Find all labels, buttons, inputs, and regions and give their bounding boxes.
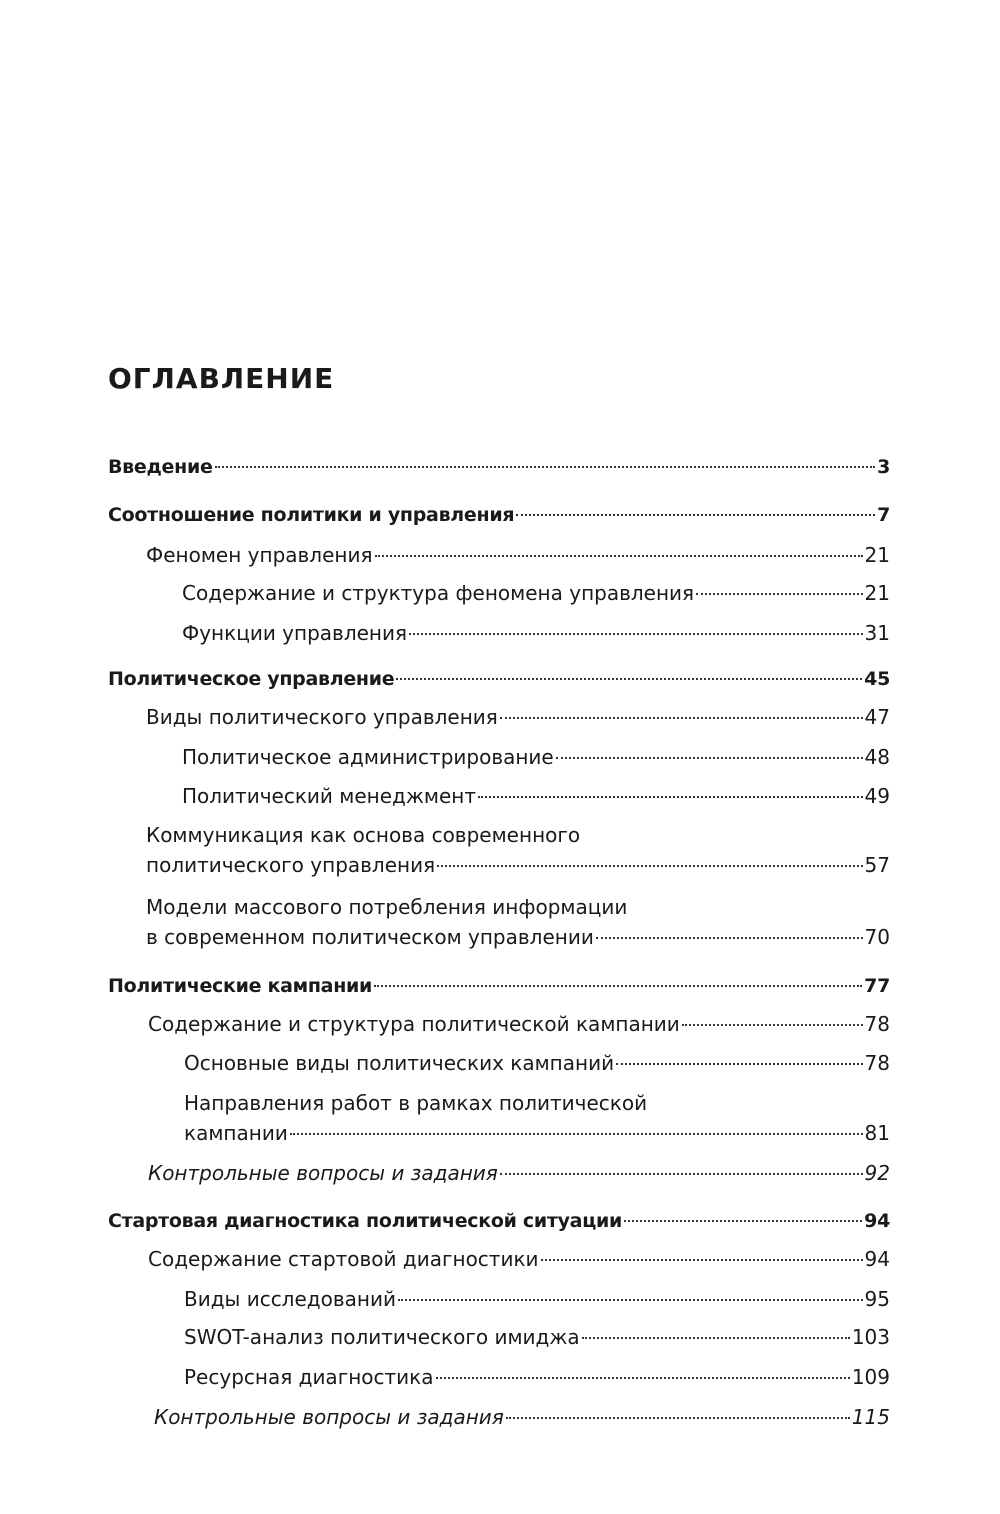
toc-entry-text: политического управления — [146, 853, 436, 877]
toc-entry-text: Основные виды политических кампаний — [184, 1051, 615, 1075]
toc-page-number: 47 — [864, 705, 890, 729]
toc-entry-text: Политический менеджмент — [182, 784, 476, 808]
toc-entry-text-line1: Коммуникация как основа современного — [146, 823, 581, 847]
dot-leader — [540, 1259, 863, 1261]
toc-entry[interactable]: Содержание и структура феномена управлен… — [182, 578, 890, 608]
toc-entry[interactable]: Виды политического управления 47 — [146, 702, 890, 732]
dot-leader — [289, 1133, 863, 1135]
toc-entry-text: Политическое управление — [108, 668, 395, 690]
toc-entry-text: SWOT-анализ политического имиджа — [184, 1325, 580, 1349]
dot-leader — [581, 1337, 850, 1339]
toc-page-number: 92 — [864, 1161, 890, 1185]
toc-entry[interactable]: Содержание и структура политической камп… — [148, 1009, 890, 1039]
dot-leader — [396, 678, 863, 680]
toc-page-number: 81 — [864, 1121, 890, 1145]
toc-entry[interactable]: Политический менеджмент 49 — [182, 781, 890, 811]
toc-entry-text: Политическое администрирование — [182, 745, 554, 769]
toc-entry[interactable]: Функции управления 31 — [182, 618, 890, 648]
toc-entry-text: Функции управления — [182, 621, 408, 645]
toc-page-number: 57 — [864, 853, 890, 877]
dot-leader — [505, 1417, 850, 1419]
toc-page-number: 103 — [851, 1325, 890, 1349]
toc-entry[interactable]: Стартовая диагностика политической ситуа… — [108, 1206, 890, 1236]
toc-entry[interactable]: Введение 3 — [108, 452, 890, 482]
toc-entry[interactable]: Политическое управление 45 — [108, 664, 890, 694]
dot-leader — [499, 717, 863, 719]
dot-leader — [374, 555, 863, 557]
toc-entry[interactable]: Направления работ в рамках политической к… — [184, 1088, 890, 1148]
toc-entry-text: в современном политическом управлении — [146, 925, 594, 949]
toc-page-number: 48 — [864, 745, 890, 769]
toc-entry[interactable]: Ресурсная диагностика 109 — [184, 1362, 890, 1392]
toc-page-number: 21 — [864, 543, 890, 567]
toc-page-number: 31 — [864, 621, 890, 645]
toc-entry-text: Стартовая диагностика политической ситуа… — [108, 1210, 623, 1232]
toc-entry[interactable]: Политическое администрирование 48 — [182, 742, 890, 772]
toc-entry-text: Виды политического управления — [146, 705, 498, 729]
toc-entry-text: Феномен управления — [146, 543, 373, 567]
dot-leader — [214, 466, 876, 468]
toc-entry[interactable]: Виды исследований 95 — [184, 1284, 890, 1314]
toc-entry-text: Содержание стартовой диагностики — [148, 1247, 539, 1271]
toc-page-number: 94 — [864, 1247, 890, 1271]
toc-entry[interactable]: Феномен управления 21 — [146, 540, 890, 570]
toc-entry[interactable]: Контрольные вопросы и задания 92 — [148, 1158, 890, 1188]
toc-page-number: 109 — [851, 1365, 890, 1389]
dot-leader — [437, 865, 863, 867]
dot-leader — [555, 757, 863, 759]
toc-entry-text: Контрольные вопросы и задания — [154, 1405, 504, 1429]
dot-leader — [516, 514, 876, 516]
toc-entry-text: кампании — [184, 1121, 288, 1145]
toc-entry-text: Введение — [108, 456, 213, 478]
toc-page-number: 3 — [877, 456, 890, 478]
dot-leader — [435, 1377, 850, 1379]
toc-entry-text: Политические кампании — [108, 975, 373, 997]
toc-page-number: 49 — [864, 784, 890, 808]
toc-page-number: 95 — [864, 1287, 890, 1311]
toc-page-number: 45 — [864, 668, 890, 690]
toc-page-number: 115 — [851, 1405, 890, 1429]
dot-leader — [624, 1220, 863, 1222]
toc-page-number: 21 — [864, 581, 890, 605]
toc-entry-text: Контрольные вопросы и задания — [148, 1161, 498, 1185]
toc-entry[interactable]: SWOT-анализ политического имиджа 103 — [184, 1322, 890, 1352]
dot-leader — [616, 1063, 863, 1065]
toc-page-number: 78 — [864, 1051, 890, 1075]
toc-entry-text-line1: Модели массового потребления информации — [146, 895, 628, 919]
toc-entry-text: Виды исследований — [184, 1287, 396, 1311]
toc-entry[interactable]: Соотношение политики и управления 7 — [108, 500, 890, 530]
toc-entry-text: Соотношение политики и управления — [108, 504, 515, 526]
toc-entry-text: Содержание и структура политической камп… — [148, 1012, 680, 1036]
toc-entry-text-line1: Направления работ в рамках политической — [184, 1091, 648, 1115]
toc-entry-text: Ресурсная диагностика — [184, 1365, 434, 1389]
toc-page-number: 7 — [877, 504, 890, 526]
toc-entry[interactable]: Контрольные вопросы и задания 115 — [154, 1402, 890, 1432]
dot-leader — [374, 985, 863, 987]
toc-page-number: 94 — [864, 1210, 890, 1232]
toc-entry[interactable]: Содержание стартовой диагностики 94 — [148, 1244, 890, 1274]
dot-leader — [409, 633, 863, 635]
dot-leader — [397, 1299, 863, 1301]
toc-entry[interactable]: Модели массового потребления информации в… — [146, 892, 890, 952]
dot-leader — [696, 593, 863, 595]
toc-entry-text: Содержание и структура феномена управлен… — [182, 581, 695, 605]
dot-leader — [478, 796, 863, 798]
dot-leader — [595, 937, 863, 939]
dot-leader — [681, 1024, 863, 1026]
toc-entry[interactable]: Коммуникация как основа современного поли… — [146, 820, 890, 880]
toc-title: ОГЛАВЛЕНИЕ — [108, 362, 335, 395]
toc-entry[interactable]: Политические кампании 77 — [108, 971, 890, 1001]
toc-page-number: 70 — [864, 925, 890, 949]
dot-leader — [499, 1173, 863, 1175]
toc-entry[interactable]: Основные виды политических кампаний 78 — [184, 1048, 890, 1078]
toc-page-number: 78 — [864, 1012, 890, 1036]
toc-page-number: 77 — [864, 975, 890, 997]
